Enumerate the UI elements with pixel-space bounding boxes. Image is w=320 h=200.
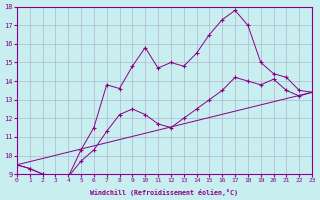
X-axis label: Windchill (Refroidissement éolien,°C): Windchill (Refroidissement éolien,°C) [91,189,238,196]
